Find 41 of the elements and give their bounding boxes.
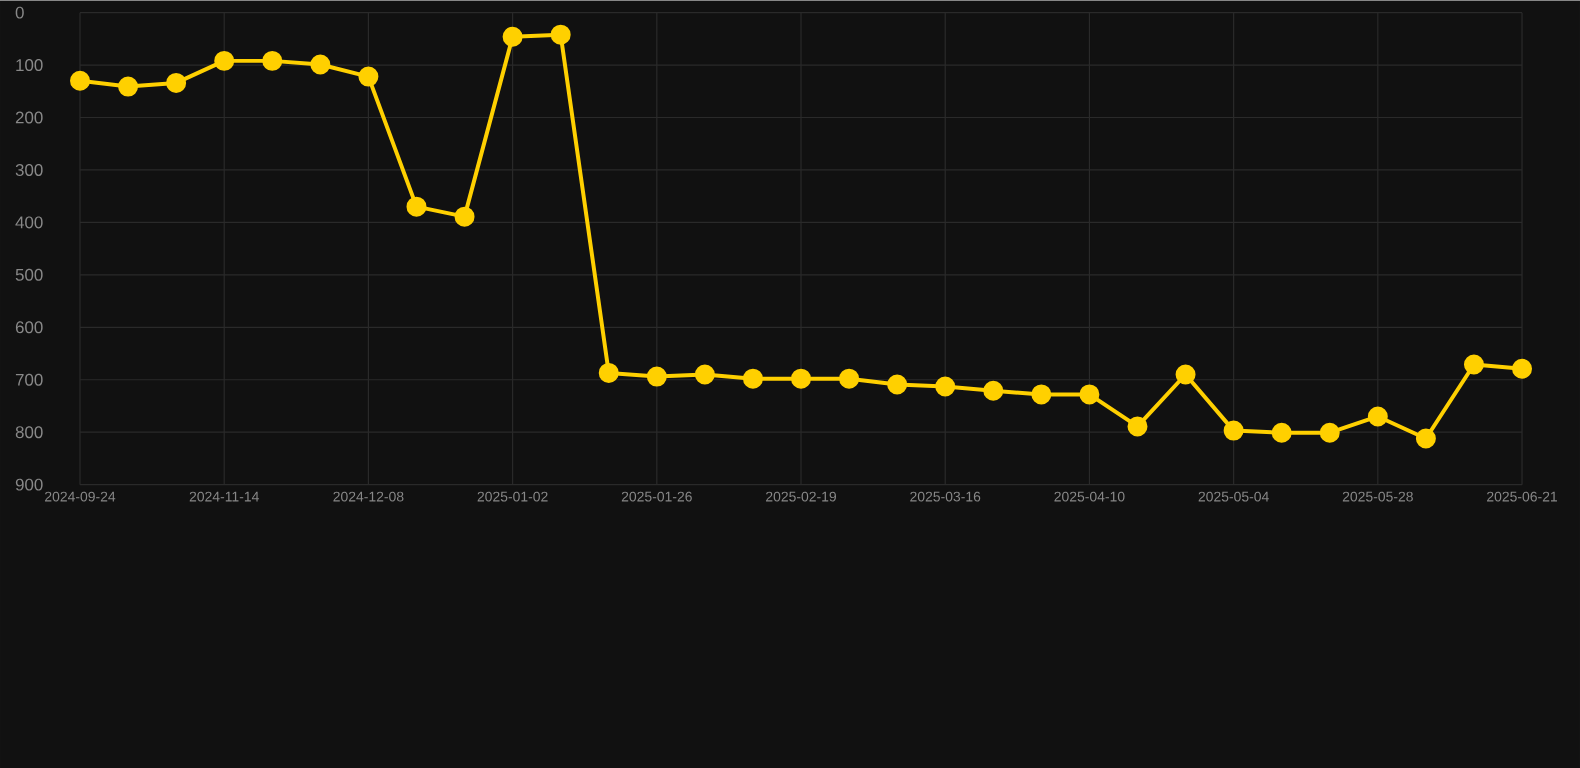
point [646, 366, 667, 387]
y-tick-label: 900 [15, 478, 43, 491]
point [742, 368, 763, 389]
point [454, 206, 475, 227]
y-tick-label: 0 [15, 6, 24, 19]
y-tick-label: 400 [15, 216, 43, 229]
point [983, 380, 1004, 401]
point [1079, 384, 1100, 405]
y-tick-label: 500 [15, 268, 43, 281]
y-tick-label: 800 [15, 425, 43, 438]
point [118, 76, 139, 97]
point [1127, 416, 1148, 437]
point [1031, 384, 1052, 405]
point [214, 50, 235, 71]
point [1367, 406, 1388, 427]
y-tick-label: 700 [15, 373, 43, 386]
point [502, 26, 523, 47]
y-tick-label: 600 [15, 321, 43, 333]
point [694, 364, 715, 385]
point [1175, 364, 1196, 385]
point [791, 368, 812, 389]
point [358, 66, 379, 87]
y-tick-label: 200 [15, 111, 43, 124]
point [935, 376, 956, 397]
point [310, 54, 331, 75]
point [1223, 420, 1244, 441]
point [166, 72, 187, 93]
point [598, 362, 619, 383]
point [262, 50, 283, 71]
point [70, 70, 91, 91]
point [839, 368, 860, 389]
point [1463, 354, 1484, 375]
point [887, 374, 908, 395]
point [1319, 422, 1340, 443]
point [1271, 422, 1292, 443]
y-tick-label: 300 [15, 163, 43, 176]
point [406, 196, 427, 217]
y-tick-label: 100 [16, 58, 43, 71]
point [1512, 358, 1533, 379]
point [550, 24, 571, 45]
point [1415, 428, 1436, 449]
